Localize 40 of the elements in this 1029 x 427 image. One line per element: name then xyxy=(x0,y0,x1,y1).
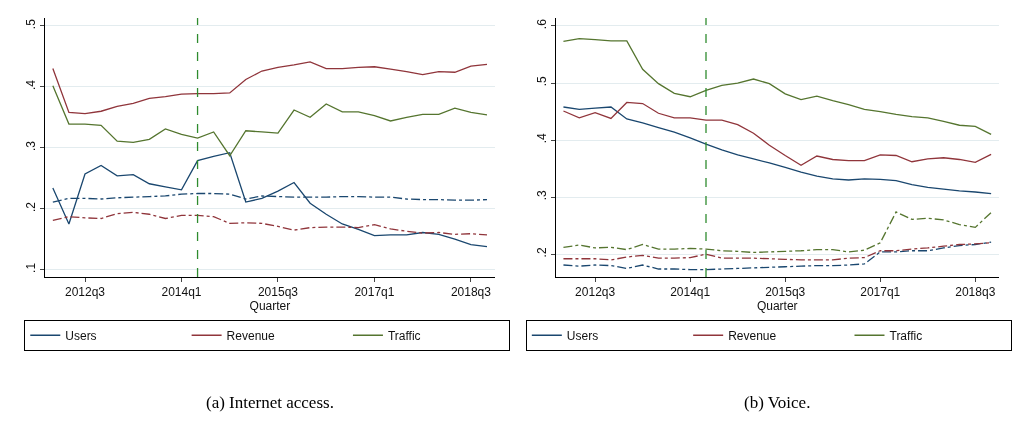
line-series xyxy=(562,37,992,136)
line-series xyxy=(52,84,488,157)
text: (a) Internet access. xyxy=(206,393,334,412)
x-tick-label: 2017q1 xyxy=(354,285,395,300)
y-tick-label: .2 xyxy=(24,201,38,212)
x-axis-title: Quarter xyxy=(756,299,798,314)
x-tick-label: 2018q3 xyxy=(450,285,492,300)
legend-label: Revenue xyxy=(226,328,275,343)
legend-label: Traffic xyxy=(387,328,421,343)
y-tick-label: .4 xyxy=(534,132,549,144)
y-tick-label: .3 xyxy=(24,140,38,152)
x-tick-label: 2018q3 xyxy=(955,285,996,300)
text: (b) Voice. xyxy=(744,393,811,412)
y-tick-label: .4 xyxy=(24,79,38,91)
line-series xyxy=(562,241,992,271)
legend-label: Users xyxy=(65,328,97,343)
y-tick-label: .5 xyxy=(24,18,38,30)
line-series xyxy=(562,106,992,195)
x-tick-label: 2015q3 xyxy=(765,285,806,300)
line-series xyxy=(52,61,488,115)
y-tick-label: .1 xyxy=(24,262,38,273)
legend-label: Revenue xyxy=(728,328,777,343)
y-tick-label: .6 xyxy=(534,18,549,30)
legend-label: Users xyxy=(566,328,599,343)
y-tick-label: .5 xyxy=(534,75,549,87)
line-series xyxy=(562,242,992,261)
line-series xyxy=(562,101,992,166)
line-series xyxy=(562,211,992,254)
y-tick-label: .3 xyxy=(534,190,549,201)
legend-label: Traffic xyxy=(889,328,923,343)
x-tick-label: 2017q1 xyxy=(860,285,901,300)
x-tick-label: 2012q3 xyxy=(64,285,106,300)
line-series xyxy=(52,152,488,248)
x-axis-title: Quarter xyxy=(249,299,291,314)
x-tick-label: 2014q1 xyxy=(161,285,202,300)
x-tick-label: 2015q3 xyxy=(257,285,299,300)
x-tick-label: 2014q1 xyxy=(670,285,711,300)
x-tick-label: 2012q3 xyxy=(575,285,616,300)
y-tick-label: .2 xyxy=(534,247,549,258)
line-series xyxy=(52,211,488,236)
